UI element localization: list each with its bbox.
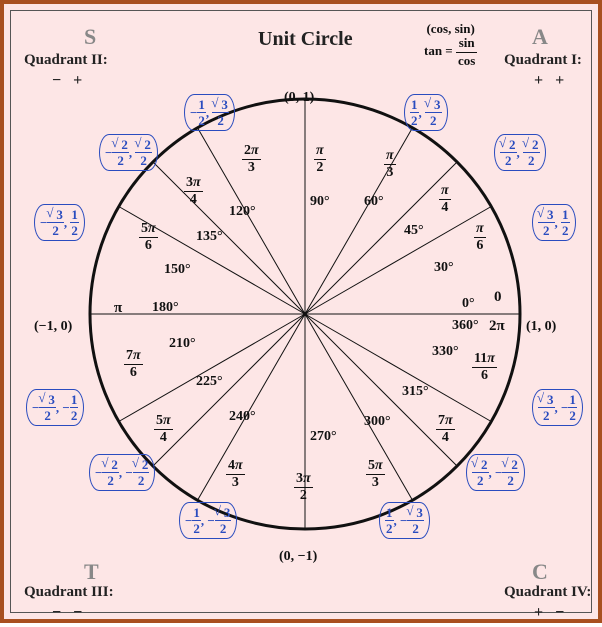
coord-30°: 32, 12 — [532, 204, 576, 241]
degree-label-180°: 180° — [152, 300, 179, 316]
coord-300°: 12, −32 — [379, 502, 430, 539]
coord-60°: 12, 32 — [404, 94, 448, 131]
radian-label-10: 7π6 — [124, 349, 143, 380]
radian-label-12: 4π3 — [226, 459, 245, 490]
radian-label-13: 3π2 — [294, 472, 313, 503]
radian-label-0: 0 — [494, 289, 502, 306]
coord-135°: −22, 22 — [99, 134, 158, 171]
degree-label-45°: 45° — [404, 223, 424, 239]
coord-330°: 32, −12 — [532, 389, 583, 426]
degree-label-60°: 60° — [364, 194, 384, 210]
quadrant-signs-3: − − — [52, 604, 86, 622]
axis-coord-3: (0, −1) — [279, 549, 317, 565]
radian-label-11: 5π4 — [154, 414, 173, 445]
axis-coord-1: (0, 1) — [284, 90, 314, 106]
radian-label-5: π2 — [314, 144, 326, 175]
quadrant-label-3: Quadrant III: — [24, 584, 114, 601]
corner-letter-T: T — [84, 559, 99, 585]
radian-label-4: π3 — [384, 149, 396, 180]
degree-label-315°: 315° — [402, 384, 429, 400]
coord-210°: −32, −12 — [26, 389, 84, 426]
degree-label-360°: 360° — [452, 318, 479, 334]
coord-240°: −12, −32 — [179, 502, 237, 539]
degree-label-210°: 210° — [169, 336, 196, 352]
quadrant-signs-4: + − — [534, 604, 568, 622]
coord-120°: −12, 32 — [184, 94, 235, 131]
degree-label-30°: 30° — [434, 260, 454, 276]
quadrant-label-1: Quadrant II: — [24, 52, 108, 69]
degree-label-90°: 90° — [310, 194, 330, 210]
coord-150°: −32, 12 — [34, 204, 85, 241]
unit-circle-diagram: { "title": "Unit Circle", "header": { "c… — [0, 0, 602, 623]
axis-coord-2: (−1, 0) — [34, 319, 72, 335]
quadrant-label-2: Quadrant I: — [504, 52, 582, 69]
radian-label-15: 7π4 — [436, 414, 455, 445]
radian-label-8: 5π6 — [139, 222, 158, 253]
degree-label-135°: 135° — [196, 229, 223, 245]
coord-45°: 22, 22 — [494, 134, 546, 171]
degree-label-270°: 270° — [310, 429, 337, 445]
coord-225°: −22, −22 — [89, 454, 155, 491]
degree-label-300°: 300° — [364, 414, 391, 430]
corner-letter-A: A — [532, 24, 548, 50]
degree-label-120°: 120° — [229, 204, 256, 220]
radian-label-9: π — [114, 300, 122, 317]
quadrant-signs-2: + + — [534, 72, 568, 90]
radian-label-6: 2π3 — [242, 144, 261, 175]
quadrant-label-4: Quadrant IV: — [504, 584, 591, 601]
quadrant-signs-1: − + — [52, 72, 86, 90]
degree-label-240°: 240° — [229, 409, 256, 425]
coord-315°: 22, −22 — [466, 454, 525, 491]
radian-label-7: 3π4 — [184, 176, 203, 207]
degree-label-330°: 330° — [432, 344, 459, 360]
corner-letter-C: C — [532, 559, 548, 585]
radian-label-14: 5π3 — [366, 459, 385, 490]
degree-label-225°: 225° — [196, 374, 223, 390]
degree-label-150°: 150° — [164, 262, 191, 278]
radian-label-3: π4 — [439, 184, 451, 215]
radian-label-16: 11π6 — [472, 352, 497, 383]
degree-label-0°: 0° — [462, 296, 475, 312]
corner-letter-S: S — [84, 24, 96, 50]
radian-label-2: π6 — [474, 222, 486, 253]
axis-coord-0: (1, 0) — [526, 319, 556, 335]
radian-label-1: 2π — [489, 318, 505, 335]
